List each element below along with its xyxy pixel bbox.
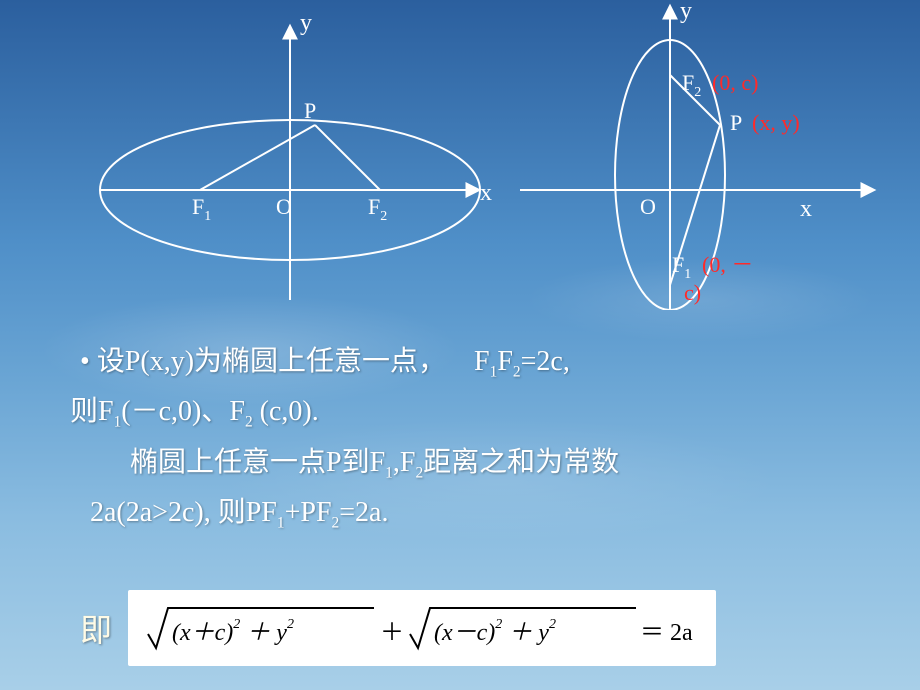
f1-label: F1 [192, 194, 211, 224]
rhs: ＝ 2a [640, 620, 693, 646]
origin-label-r: O [640, 194, 656, 219]
segment-pf1 [200, 125, 315, 190]
formula-row: 即 (x＋c)2 ＋ y2 ＋ (x－c)2 ＋ y2 ＝ 2a [80, 590, 716, 666]
text-line-2: 则F1(－c,0)、F2 (c,0). [70, 390, 880, 434]
r1-inner: (x＋c)2 ＋ y2 [172, 608, 294, 646]
text-line-1: 设P(x,y)为椭圆上任意一点， F1F2=2c, [80, 340, 880, 384]
f1-coord-r-b: c) [684, 280, 701, 305]
point-p-label: P [304, 98, 316, 123]
body-text: 设P(x,y)为椭圆上任意一点， F1F2=2c, 则F1(－c,0)、F2 (… [80, 340, 880, 542]
text-line-3: 椭圆上任意一点P到F1,F2距离之和为常数 [130, 441, 880, 485]
text-line-4: 2a(2a>2c), 则PF1+PF2=2a. [90, 491, 880, 535]
origin-label: O [276, 194, 292, 219]
x-axis-label-r: x [800, 196, 812, 222]
right-ellipse-diagram: y x O F2 (0, c) P (x, y) F1 (0, － c) [520, 0, 870, 310]
segment-pf2 [315, 125, 380, 190]
point-p-coord-r: (x, y) [752, 110, 800, 135]
r2-inner: (x－c)2 ＋ y2 [434, 608, 556, 646]
line1-part-a: 设P(x,y)为椭圆上任意一点， [80, 346, 446, 377]
point-p-label-r: P [730, 110, 742, 135]
diagrams-area: y x O P F1 F2 y x O F2 (0, c) P (x, y) [0, 0, 920, 310]
x-axis-label: x [480, 180, 492, 206]
formula-prefix: 即 [80, 605, 112, 651]
mid-plus: ＋ [380, 620, 404, 646]
f2-label: F2 [368, 194, 387, 224]
f1-label-r: F1 [672, 252, 691, 282]
f1-coord-r-a: (0, － [702, 252, 753, 277]
formula-box: (x＋c)2 ＋ y2 ＋ (x－c)2 ＋ y2 ＝ 2a [128, 590, 716, 666]
y-axis-label-r: y [680, 0, 692, 24]
line1-part-b: F1F2=2c, [474, 346, 570, 377]
f2-coord-r: (0, c) [712, 70, 758, 95]
left-ellipse-diagram: y x O P F1 F2 [100, 10, 492, 300]
y-axis-label: y [300, 10, 312, 36]
